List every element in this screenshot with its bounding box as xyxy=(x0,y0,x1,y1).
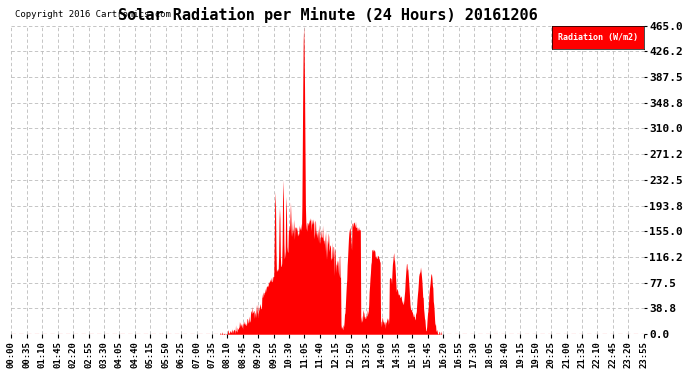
Text: Copyright 2016 Cartronics.com: Copyright 2016 Cartronics.com xyxy=(14,10,170,20)
Title: Solar Radiation per Minute (24 Hours) 20161206: Solar Radiation per Minute (24 Hours) 20… xyxy=(118,7,538,23)
